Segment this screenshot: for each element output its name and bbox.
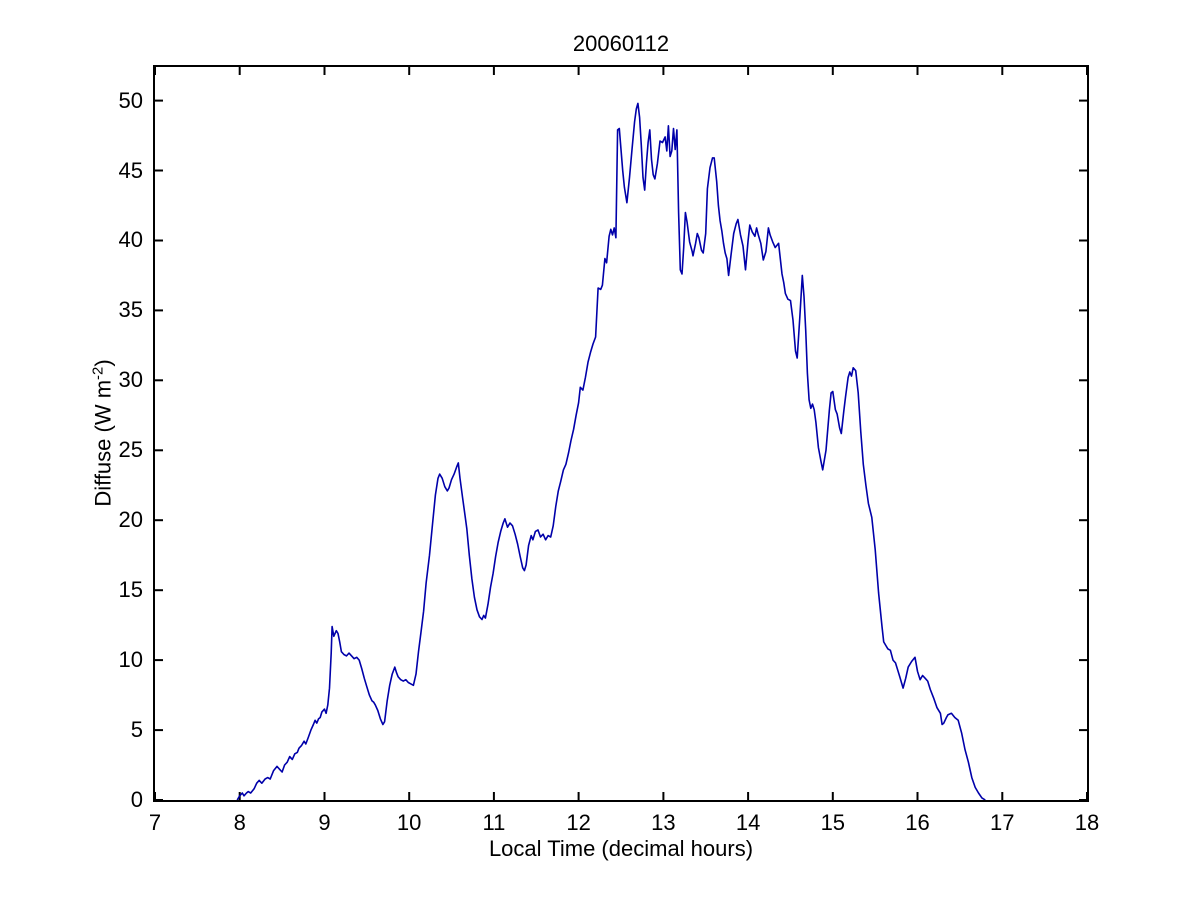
diffuse-series-line [236,102,986,800]
y-tick-label: 35 [118,297,143,323]
x-tick-label: 18 [1074,810,1100,835]
y-axis-label-superscript: -2 [89,366,107,380]
y-tick-label: 15 [118,577,143,603]
y-tick-label: 0 [130,787,143,812]
x-tick-label: 14 [735,810,761,835]
x-tick-label: 16 [905,810,930,835]
y-tick-label: 40 [118,227,143,253]
y-tick-label: 25 [118,437,143,463]
x-tick-label: 13 [651,810,676,835]
x-tick-label: 8 [233,810,246,835]
x-tick-label: 15 [820,810,846,835]
y-tick-label: 30 [118,367,143,393]
y-tick-label: 50 [118,87,143,113]
plot-area [153,65,1089,802]
y-tick-label: 45 [118,157,143,183]
x-tick-label: 7 [148,810,162,835]
x-tick-label: 11 [482,810,506,835]
y-tick-label: 5 [130,717,143,743]
y-axis-label: Diffuse (W m-2) [89,359,116,506]
x-tick-label: 17 [990,810,1015,835]
x-tick-label: 12 [566,810,591,835]
x-axis-label: Local Time (decimal hours) [488,836,754,861]
y-axis-label-text: Diffuse (W m [90,379,116,507]
y-tick-label: 20 [118,507,143,533]
y-axis-label-close-paren: ) [90,359,116,367]
x-tick-label: 9 [318,810,331,835]
y-tick-label: 10 [118,647,143,673]
chart-title: 20060112 [572,31,670,56]
data-line-plot [155,67,1087,800]
x-tick-label: 10 [396,810,422,835]
